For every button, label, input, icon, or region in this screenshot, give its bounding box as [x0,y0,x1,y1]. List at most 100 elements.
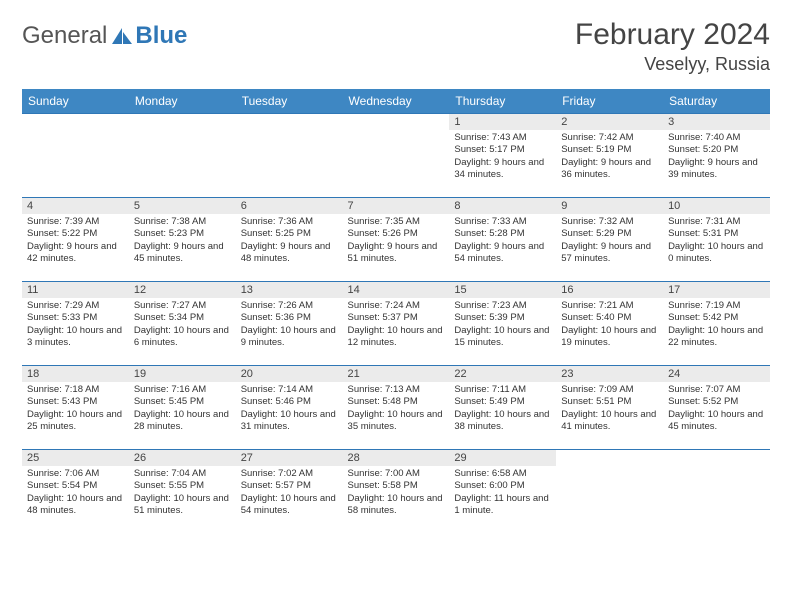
day-cell: 21Sunrise: 7:13 AMSunset: 5:48 PMDayligh… [343,365,450,449]
day-cell: 25Sunrise: 7:06 AMSunset: 5:54 PMDayligh… [22,449,129,533]
location-name: Veselyy, Russia [575,54,770,75]
day-cell: 23Sunrise: 7:09 AMSunset: 5:51 PMDayligh… [556,365,663,449]
sunset-text: Sunset: 5:52 PM [668,396,765,408]
sunrise-text: Sunrise: 7:16 AM [134,384,231,396]
daylight-text: Daylight: 9 hours and 57 minutes. [561,241,658,266]
day-number: 26 [129,449,236,466]
day-header-monday: Monday [129,89,236,113]
day-body: Sunrise: 7:40 AMSunset: 5:20 PMDaylight:… [663,130,770,185]
day-number: 8 [449,197,556,214]
day-body: Sunrise: 6:58 AMSunset: 6:00 PMDaylight:… [449,466,556,521]
week-row: 11Sunrise: 7:29 AMSunset: 5:33 PMDayligh… [22,281,770,365]
day-cell: 10Sunrise: 7:31 AMSunset: 5:31 PMDayligh… [663,197,770,281]
day-number: 4 [22,197,129,214]
day-body: Sunrise: 7:27 AMSunset: 5:34 PMDaylight:… [129,298,236,353]
day-cell: 14Sunrise: 7:24 AMSunset: 5:37 PMDayligh… [343,281,450,365]
daylight-text: Daylight: 10 hours and 15 minutes. [454,325,551,350]
day-number: 20 [236,365,343,382]
sunrise-text: Sunrise: 7:21 AM [561,300,658,312]
day-body: Sunrise: 7:07 AMSunset: 5:52 PMDaylight:… [663,382,770,437]
sunset-text: Sunset: 5:49 PM [454,396,551,408]
sunset-text: Sunset: 5:58 PM [348,480,445,492]
day-cell: 11Sunrise: 7:29 AMSunset: 5:33 PMDayligh… [22,281,129,365]
sunrise-text: Sunrise: 7:07 AM [668,384,765,396]
day-body: Sunrise: 7:26 AMSunset: 5:36 PMDaylight:… [236,298,343,353]
sunrise-text: Sunrise: 7:31 AM [668,216,765,228]
sunset-text: Sunset: 5:45 PM [134,396,231,408]
daylight-text: Daylight: 9 hours and 48 minutes. [241,241,338,266]
day-cell: 13Sunrise: 7:26 AMSunset: 5:36 PMDayligh… [236,281,343,365]
sunset-text: Sunset: 5:39 PM [454,312,551,324]
day-number: 29 [449,449,556,466]
empty-cell [129,113,236,197]
day-number: 5 [129,197,236,214]
daylight-text: Daylight: 10 hours and 9 minutes. [241,325,338,350]
day-body: Sunrise: 7:29 AMSunset: 5:33 PMDaylight:… [22,298,129,353]
day-number: 2 [556,113,663,130]
sunrise-text: Sunrise: 7:13 AM [348,384,445,396]
day-header-wednesday: Wednesday [343,89,450,113]
sunrise-text: Sunrise: 7:14 AM [241,384,338,396]
sunset-text: Sunset: 5:51 PM [561,396,658,408]
day-body: Sunrise: 7:35 AMSunset: 5:26 PMDaylight:… [343,214,450,269]
brand-logo: General Blue [22,18,187,50]
day-number: 6 [236,197,343,214]
empty-cell [556,449,663,533]
sunrise-text: Sunrise: 7:00 AM [348,468,445,480]
day-number: 21 [343,365,450,382]
day-header-sunday: Sunday [22,89,129,113]
sunrise-text: Sunrise: 7:19 AM [668,300,765,312]
sunset-text: Sunset: 5:40 PM [561,312,658,324]
month-title: February 2024 [575,18,770,52]
day-cell: 24Sunrise: 7:07 AMSunset: 5:52 PMDayligh… [663,365,770,449]
day-header-thursday: Thursday [449,89,556,113]
day-number: 23 [556,365,663,382]
day-cell: 29Sunrise: 6:58 AMSunset: 6:00 PMDayligh… [449,449,556,533]
day-cell: 3Sunrise: 7:40 AMSunset: 5:20 PMDaylight… [663,113,770,197]
day-header-row: SundayMondayTuesdayWednesdayThursdayFrid… [22,89,770,113]
sunset-text: Sunset: 5:23 PM [134,228,231,240]
sunset-text: Sunset: 5:26 PM [348,228,445,240]
empty-cell [22,113,129,197]
day-body: Sunrise: 7:33 AMSunset: 5:28 PMDaylight:… [449,214,556,269]
sunrise-text: Sunrise: 7:24 AM [348,300,445,312]
day-cell: 4Sunrise: 7:39 AMSunset: 5:22 PMDaylight… [22,197,129,281]
sunrise-text: Sunrise: 6:58 AM [454,468,551,480]
day-number: 22 [449,365,556,382]
day-number: 28 [343,449,450,466]
sunrise-text: Sunrise: 7:33 AM [454,216,551,228]
day-body: Sunrise: 7:16 AMSunset: 5:45 PMDaylight:… [129,382,236,437]
daylight-text: Daylight: 9 hours and 51 minutes. [348,241,445,266]
day-body: Sunrise: 7:19 AMSunset: 5:42 PMDaylight:… [663,298,770,353]
sunset-text: Sunset: 5:42 PM [668,312,765,324]
sunset-text: Sunset: 5:48 PM [348,396,445,408]
title-block: February 2024 Veselyy, Russia [575,18,770,75]
day-cell: 12Sunrise: 7:27 AMSunset: 5:34 PMDayligh… [129,281,236,365]
daylight-text: Daylight: 9 hours and 34 minutes. [454,157,551,182]
daylight-text: Daylight: 10 hours and 48 minutes. [27,493,124,518]
daylight-text: Daylight: 10 hours and 41 minutes. [561,409,658,434]
sunset-text: Sunset: 5:17 PM [454,144,551,156]
sunrise-text: Sunrise: 7:38 AM [134,216,231,228]
day-cell: 20Sunrise: 7:14 AMSunset: 5:46 PMDayligh… [236,365,343,449]
sunset-text: Sunset: 5:43 PM [27,396,124,408]
sail-icon [111,27,133,45]
sunset-text: Sunset: 5:57 PM [241,480,338,492]
day-body: Sunrise: 7:02 AMSunset: 5:57 PMDaylight:… [236,466,343,521]
day-cell: 17Sunrise: 7:19 AMSunset: 5:42 PMDayligh… [663,281,770,365]
daylight-text: Daylight: 9 hours and 45 minutes. [134,241,231,266]
daylight-text: Daylight: 10 hours and 51 minutes. [134,493,231,518]
day-cell: 22Sunrise: 7:11 AMSunset: 5:49 PMDayligh… [449,365,556,449]
day-cell: 18Sunrise: 7:18 AMSunset: 5:43 PMDayligh… [22,365,129,449]
day-number: 7 [343,197,450,214]
sunset-text: Sunset: 5:34 PM [134,312,231,324]
week-row: 4Sunrise: 7:39 AMSunset: 5:22 PMDaylight… [22,197,770,281]
daylight-text: Daylight: 10 hours and 28 minutes. [134,409,231,434]
daylight-text: Daylight: 10 hours and 31 minutes. [241,409,338,434]
day-body: Sunrise: 7:23 AMSunset: 5:39 PMDaylight:… [449,298,556,353]
sunrise-text: Sunrise: 7:35 AM [348,216,445,228]
day-body: Sunrise: 7:24 AMSunset: 5:37 PMDaylight:… [343,298,450,353]
sunset-text: Sunset: 5:54 PM [27,480,124,492]
daylight-text: Daylight: 10 hours and 12 minutes. [348,325,445,350]
day-cell: 19Sunrise: 7:16 AMSunset: 5:45 PMDayligh… [129,365,236,449]
